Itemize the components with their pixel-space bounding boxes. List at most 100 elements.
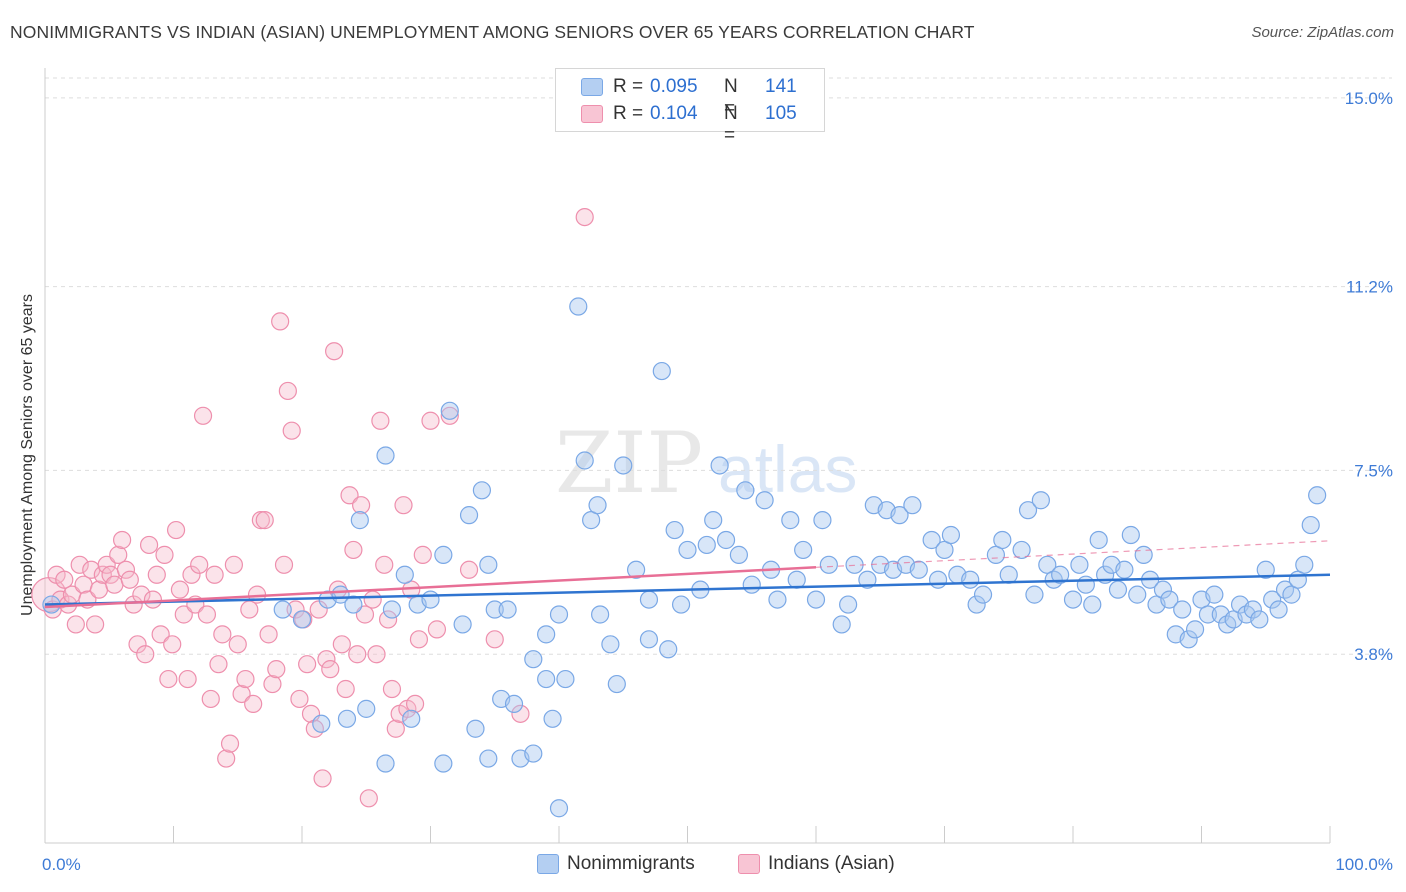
indians-asian-point: [382, 679, 402, 699]
nonimmigrants-point: [639, 590, 659, 609]
indians-asian-point: [244, 694, 263, 714]
indians-asian-point: [236, 669, 255, 689]
nonimmigrants-point: [395, 565, 414, 584]
indians-asian-point: [209, 655, 228, 674]
indians-asian-point: [575, 207, 594, 227]
nonimmigrants-point: [1018, 501, 1038, 520]
indians-asian-point: [271, 312, 290, 331]
nonimmigrants-point: [549, 605, 569, 624]
nonimmigrants-point: [768, 590, 787, 609]
nonimmigrants-point: [1243, 600, 1263, 619]
nonimmigrants-point: [292, 610, 312, 629]
nonimmigrants-point: [1076, 575, 1095, 594]
indians-asian-point: [217, 749, 236, 768]
indians-asian-point: [228, 635, 247, 654]
indians-asian-point: [240, 600, 259, 619]
nonimmigrants-point: [903, 496, 922, 515]
nonimmigrants-point: [504, 694, 524, 714]
indians-asian-point: [155, 545, 174, 564]
indians-asian-point: [286, 600, 305, 619]
indians-asian-point: [74, 575, 93, 594]
indians-asian-point: [97, 555, 116, 574]
nonimmigrants-point: [1121, 525, 1140, 545]
indians-asian-point: [139, 535, 159, 555]
nonimmigrants-point: [575, 451, 594, 470]
indians-asian-point: [409, 630, 429, 649]
nonimmigrants-point: [742, 575, 761, 594]
nonimmigrants-point: [1295, 555, 1314, 574]
nonimmigrants-point: [466, 719, 485, 738]
axes: [44, 68, 1331, 844]
nonimmigrants-point: [1025, 585, 1044, 604]
nonimmigrants-point: [819, 555, 838, 574]
nonimmigrants-point: [549, 799, 569, 818]
source-label: Source: ZipAtlas.com: [1251, 24, 1394, 41]
series-nonimmigrants: [42, 297, 1327, 818]
legend-r-value: 0.104: [650, 103, 698, 124]
tick-labels: 3.8% 7.5% 11.2% 15.0% 0.0% 100.0%: [42, 89, 1393, 874]
indians-asian-point: [178, 669, 197, 689]
nonimmigrants-point: [806, 590, 826, 609]
indians-asian-point: [371, 411, 390, 430]
nonimmigrants-point: [350, 511, 369, 530]
nonimmigrants-point: [537, 669, 556, 689]
nonimmigrants-point: [1031, 491, 1050, 510]
indians-asian-point: [201, 689, 220, 709]
nonimmigrants-point: [440, 401, 459, 420]
nonimmigrants-point: [1070, 555, 1089, 574]
legend-r-label: R =: [613, 103, 644, 124]
indians-asian-point: [413, 545, 432, 564]
legend-swatch-blue: [581, 78, 603, 96]
nonimmigrants-point: [941, 525, 961, 545]
nonimmigrants-point: [485, 600, 504, 619]
nonimmigrants-point: [858, 570, 877, 589]
nonimmigrants-point: [1179, 630, 1198, 649]
indians-asian-point: [375, 555, 394, 574]
nonimmigrants-point: [626, 560, 646, 579]
indians-asian-point: [363, 590, 382, 609]
nonimmigrants-point: [543, 709, 562, 728]
nonimmigrants-point: [1160, 590, 1179, 609]
indians-asian-point: [485, 630, 504, 649]
indians-asian-point: [70, 555, 89, 574]
indians-asian-trend-extension: [815, 540, 1331, 568]
y-tick-label: 15.0%: [1345, 89, 1393, 108]
nonimmigrants-point: [344, 595, 363, 614]
indians-asian-point: [220, 734, 240, 753]
nonimmigrants-point: [537, 625, 556, 644]
indians-asian-point: [290, 689, 309, 709]
nonimmigrants-point: [1263, 590, 1282, 609]
legend-label: Nonimmigrants: [567, 853, 695, 874]
nonimmigrants-point: [588, 496, 607, 515]
indians-asian-point: [128, 635, 147, 654]
indians-asian-point: [367, 645, 386, 664]
nonimmigrants-point: [736, 481, 755, 500]
nonimmigrants-point: [890, 506, 909, 525]
indians-asian-point: [93, 565, 112, 584]
indians-asian-point: [325, 342, 344, 361]
indians-asian-point: [251, 511, 270, 530]
nonimmigrants-point: [614, 456, 633, 475]
nonimmigrants-point: [671, 595, 691, 614]
indians-asian-point: [394, 496, 413, 515]
nonimmigrants-point: [1205, 585, 1224, 604]
legend-label: Indians (Asian): [768, 853, 895, 874]
indians-asian-point: [151, 625, 170, 644]
nonimmigrants-point: [421, 590, 440, 609]
nonimmigrants-point: [665, 520, 684, 540]
nonimmigrants-point: [794, 540, 813, 560]
indians-asian-point: [159, 669, 178, 689]
indians-asian-point: [278, 381, 297, 401]
nonimmigrants-point: [524, 650, 543, 669]
indians-asian-point: [224, 555, 243, 574]
indians-asian-point: [147, 565, 166, 584]
indians-asian-point: [274, 555, 294, 574]
indians-asian-point: [440, 406, 459, 425]
nonimmigrants-point: [434, 545, 453, 564]
nonimmigrants-point: [999, 565, 1018, 584]
indians-asian-point: [190, 555, 209, 574]
indians-asian-point: [170, 580, 190, 599]
indians-asian-point: [386, 719, 405, 738]
nonimmigrants-point: [524, 744, 543, 763]
nonimmigrants-point: [337, 709, 357, 728]
